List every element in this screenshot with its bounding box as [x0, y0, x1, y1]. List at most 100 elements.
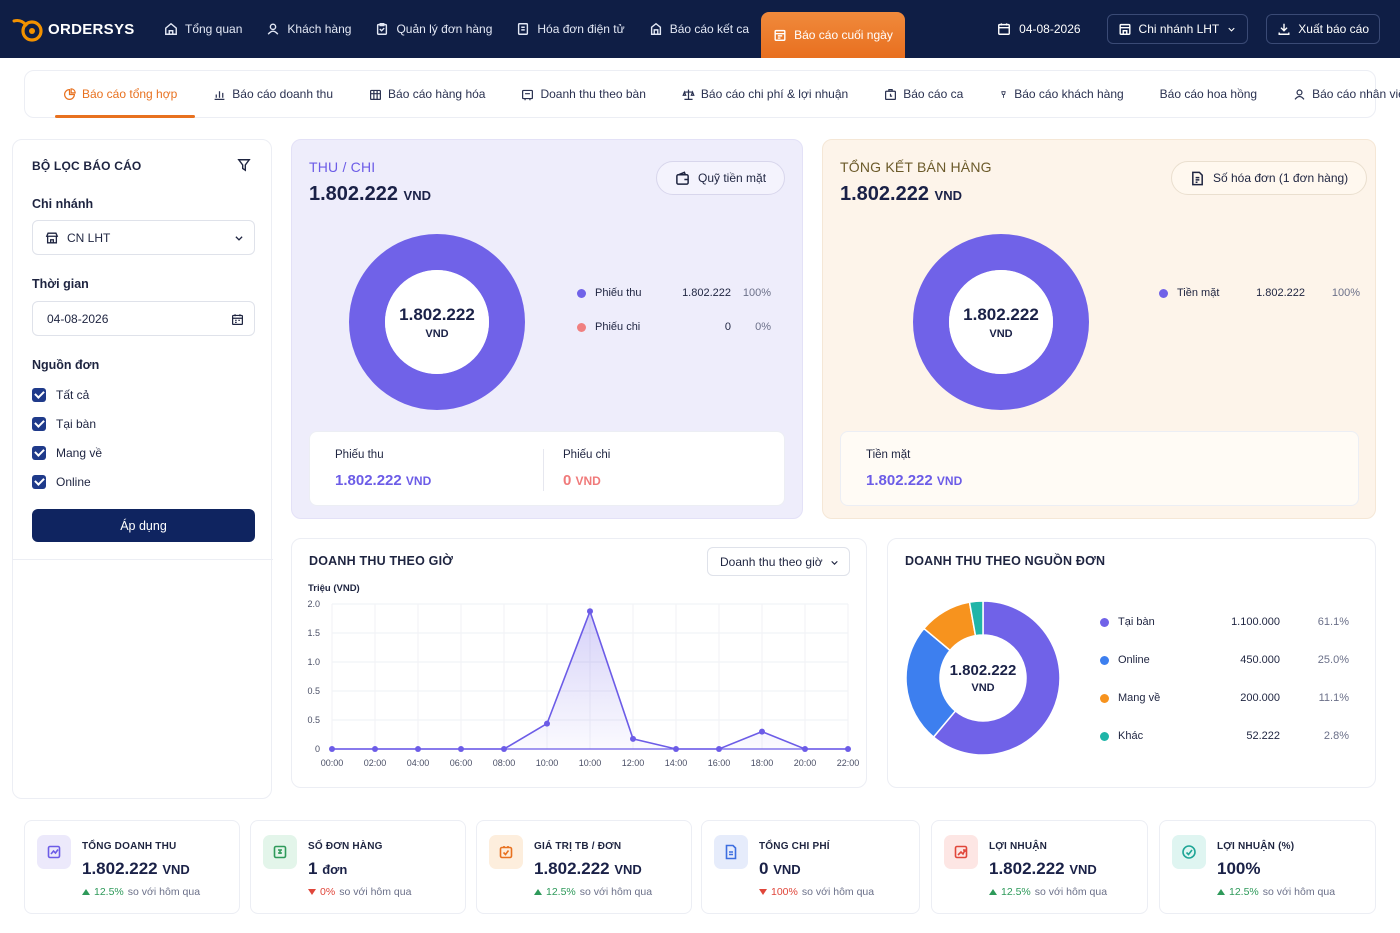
data-point[interactable]: [415, 746, 421, 752]
branch-selector[interactable]: Chi nhánh LHT: [1106, 14, 1249, 44]
tab-revenue-report[interactable]: Báo cáo doanh thu: [195, 70, 351, 118]
data-point[interactable]: [501, 746, 507, 752]
legend-item: Khác 52.222 2.8%: [1100, 730, 1350, 742]
tab-label: Báo cáo tổng hợp: [82, 87, 178, 101]
delta-value: 0%: [320, 886, 336, 898]
nav-shift-report[interactable]: Báo cáo kết ca: [637, 6, 761, 52]
invoice-count-button[interactable]: Số hóa đơn (1 đơn hàng): [1171, 161, 1368, 195]
calendar-icon[interactable]: [231, 313, 244, 326]
donut-slice[interactable]: [932, 600, 1061, 756]
tab-summary-report[interactable]: Báo cáo tổng hợp: [45, 70, 196, 118]
export-report-button[interactable]: Xuất báo cáo: [1266, 14, 1380, 44]
checkbox-checked[interactable]: [32, 388, 46, 402]
kpi-card[interactable]: LỢI NHUẬN 1.802.222 VND 12.5% so với hôm qu…: [931, 820, 1148, 914]
pie-chart-icon: [64, 87, 76, 100]
tab-staff-report[interactable]: Báo cáo nhân viên: [1275, 70, 1400, 118]
checkbox-all[interactable]: Tất cả: [32, 388, 89, 402]
data-point[interactable]: [630, 735, 636, 742]
delta-note: so với hôm qua: [1262, 886, 1336, 898]
data-point[interactable]: [372, 746, 378, 752]
expense-icon: [714, 835, 748, 869]
sales-summary-box: Tiền mặt 1.802.222 VND: [840, 431, 1359, 506]
data-point[interactable]: [845, 746, 851, 752]
app-name: ORDERSYS: [48, 20, 135, 38]
legend-percent: 100%: [742, 287, 771, 299]
y-tick-label: 0.5: [307, 715, 320, 725]
order-icon: [263, 835, 297, 869]
tab-goods-report[interactable]: Báo cáo hàng hóa: [351, 70, 503, 118]
x-tick-label: 20:00: [794, 758, 817, 768]
donut-chart: [905, 600, 1061, 756]
checkbox-checked[interactable]: [32, 475, 46, 489]
data-point[interactable]: [544, 720, 550, 727]
checkbox-online[interactable]: Online: [32, 475, 91, 489]
kpi-card[interactable]: GIÁ TRỊ TB / ĐƠN 1.802.222 VND 12.5% so với…: [476, 820, 692, 914]
checkbox-checked[interactable]: [32, 417, 46, 431]
donut-center-unit: VND: [425, 327, 449, 340]
legend-value: 1.100.000: [1231, 616, 1280, 628]
kpi-card[interactable]: LỢI NHUẬN (%) 100% 12.5% so với hôm qua: [1159, 820, 1376, 914]
summary-value: 1.802.222 VND: [335, 472, 431, 489]
branch-select[interactable]: CN LHT: [32, 220, 255, 255]
kpi-amount: 100%: [1217, 859, 1261, 878]
kpi-value: 1 đơn: [308, 859, 347, 879]
nav-label: Hóa đơn điện tử: [537, 22, 625, 36]
nav-e-invoice[interactable]: Hóa đơn điện tử: [504, 6, 636, 52]
delta-value: 12.5%: [546, 886, 576, 898]
nav-overview[interactable]: Tổng quan: [152, 6, 254, 52]
kpi-value: 100%: [1217, 859, 1260, 879]
data-point[interactable]: [759, 728, 765, 735]
data-point[interactable]: [329, 746, 335, 752]
app-logo[interactable]: ORDERSYS: [12, 15, 152, 43]
kpi-card[interactable]: TỔNG DOANH THU 1.802.222 VND 12.5% so với h…: [24, 820, 240, 914]
cash-fund-button[interactable]: Quỹ tiền mặt: [656, 161, 786, 195]
legend-percent: 61.1%: [1317, 616, 1349, 628]
data-point[interactable]: [673, 746, 679, 752]
checkbox-checked[interactable]: [32, 446, 46, 460]
wallet-icon: [676, 170, 689, 185]
x-tick-label: 06:00: [450, 758, 473, 768]
total-value: 1.802.222: [840, 183, 929, 205]
summary-label: Phiếu chi: [563, 449, 611, 461]
chevron-down-icon: [1228, 27, 1235, 32]
filter-funnel-icon[interactable]: [237, 158, 251, 172]
tab-commission-report[interactable]: Báo cáo hoa hồng: [1142, 70, 1275, 118]
legend-name: Phiếu chi: [595, 321, 641, 333]
kpi-value: 1.802.222 VND: [534, 859, 642, 879]
checkbox-dine-in[interactable]: Tại bàn: [32, 417, 96, 431]
legend-name: Mang về: [1118, 692, 1161, 704]
apply-button[interactable]: Áp dụng: [32, 509, 255, 542]
data-point[interactable]: [802, 746, 808, 752]
kpi-card[interactable]: TỔNG CHI PHÍ 0 VND 100% so với hôm qua: [701, 820, 920, 914]
kpi-card[interactable]: SỐ ĐƠN HÀNG 1 đơn 0% so với hôm qua: [250, 820, 466, 914]
donut-center-unit: VND: [989, 327, 1013, 340]
kpi-title: LỢI NHUẬN (%): [1217, 841, 1295, 852]
tab-shift-report[interactable]: Báo cáo ca: [866, 70, 981, 118]
data-point[interactable]: [716, 746, 722, 752]
tab-cost-profit-report[interactable]: Báo cáo chi phí & lợi nhuận: [664, 70, 866, 118]
tab-revenue-by-table[interactable]: Doanh thu theo bàn: [503, 70, 663, 118]
kpi-amount: 1.802.222: [989, 859, 1065, 878]
kpi-unit: VND: [1069, 862, 1097, 877]
checkbox-takeaway[interactable]: Mang về: [32, 446, 102, 460]
dropdown-value: Doanh thu theo giờ: [720, 554, 823, 569]
nav-customers[interactable]: Khách hàng: [254, 6, 363, 52]
date-input[interactable]: 04-08-2026: [32, 301, 255, 336]
delta-note: so với hôm qua: [127, 886, 201, 898]
x-tick-label: 10:00: [579, 758, 602, 768]
topbar-actions: 04-08-2026 Chi nhánh LHT Xuất báo cáo: [989, 14, 1380, 44]
data-point[interactable]: [587, 608, 593, 615]
tab-label: Báo cáo ca: [903, 87, 964, 101]
date-input-value: 04-08-2026: [47, 311, 109, 326]
nav-end-of-day-report[interactable]: Báo cáo cuối ngày: [761, 12, 905, 58]
tab-customer-report[interactable]: Báo cáo khách hàng: [981, 70, 1141, 118]
chart-type-dropdown[interactable]: Doanh thu theo giờ: [707, 547, 850, 576]
data-point[interactable]: [458, 746, 464, 752]
percent-icon: [1172, 835, 1206, 869]
y-tick-label: 1.5: [307, 628, 320, 638]
nav-label: Tổng quan: [185, 22, 243, 36]
legend-payments: Phiếu chi 0 0%: [577, 321, 787, 333]
nav-order-management[interactable]: Quản lý đơn hàng: [363, 6, 504, 52]
date-picker[interactable]: 04-08-2026: [989, 22, 1088, 36]
legend-percent: 100%: [1331, 287, 1360, 299]
